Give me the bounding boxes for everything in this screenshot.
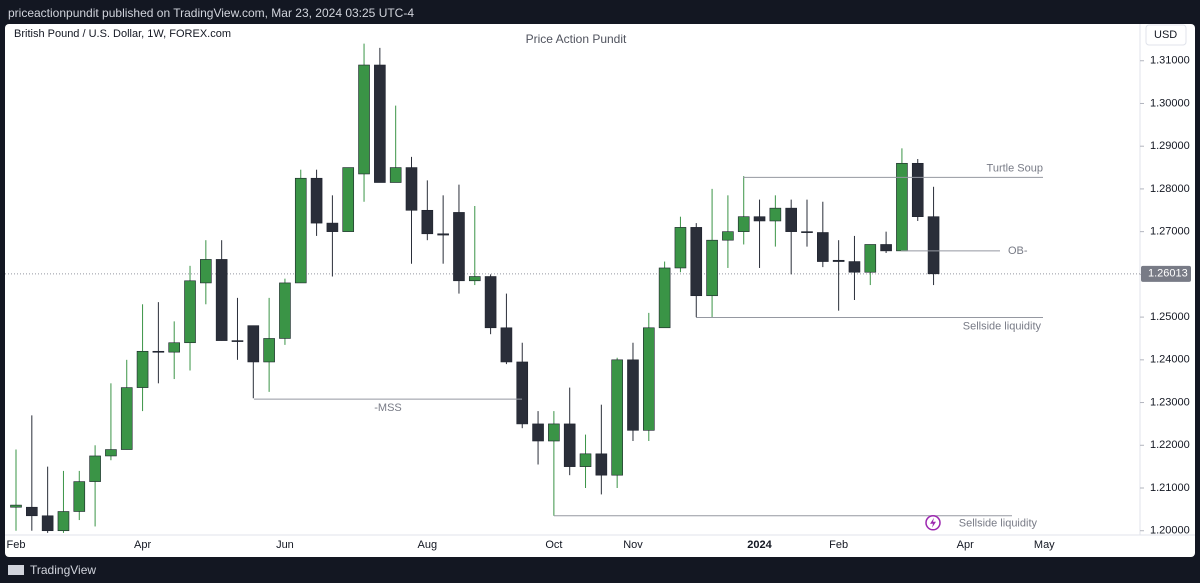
candle-body: [753, 216, 766, 222]
candle-body: [152, 350, 165, 353]
candle-body: [89, 455, 101, 482]
y-tick-label: 1.22000: [1150, 439, 1190, 451]
x-tick-label: Feb: [7, 539, 26, 551]
y-tick-label: 1.27000: [1150, 226, 1190, 238]
candle-body: [453, 212, 465, 282]
candle-body: [57, 511, 70, 532]
candle-body: [105, 449, 117, 457]
candle-body: [832, 259, 845, 262]
candle-body: [801, 231, 813, 233]
x-tick-label: Aug: [418, 539, 438, 551]
y-tick-label: 1.20000: [1150, 525, 1190, 537]
y-tick-label: 1.31000: [1150, 55, 1190, 67]
candle-body: [706, 239, 718, 297]
candle-body: [168, 342, 180, 353]
annotation-label: -MSS: [374, 402, 402, 414]
candle-body: [769, 207, 782, 222]
y-tick-label: 1.30000: [1150, 97, 1190, 109]
candle-body: [294, 177, 307, 284]
alert-icon-bolt: [930, 517, 936, 528]
annotation-label: Turtle Soup: [987, 162, 1043, 174]
candle-body: [279, 282, 291, 339]
candle-body: [548, 423, 560, 442]
candle-body: [737, 216, 750, 232]
candle-body: [73, 481, 86, 512]
candle-body: [500, 327, 513, 363]
candle-body: [310, 177, 323, 224]
candle-body: [342, 167, 355, 232]
candle-body: [817, 232, 829, 262]
candle-body: [468, 276, 481, 282]
x-tick-label: Oct: [545, 539, 562, 551]
chart-title: Price Action Pundit: [526, 32, 627, 46]
candle-body: [326, 222, 339, 232]
publish-info: priceactionpundit published on TradingVi…: [8, 6, 415, 20]
candle-body: [184, 280, 196, 344]
candle-body: [611, 359, 623, 476]
candle-body: [911, 162, 924, 217]
x-tick-label: 2024: [747, 539, 772, 551]
x-tick-label: Apr: [134, 539, 151, 551]
y-tick-label: 1.21000: [1150, 482, 1190, 494]
candle-body: [690, 227, 703, 297]
candle-body: [421, 209, 434, 235]
x-tick-label: Jun: [276, 539, 294, 551]
annotation-label: Sellside liquidity: [963, 320, 1042, 332]
candle-body: [532, 423, 544, 442]
candle-body: [896, 162, 908, 252]
x-tick-label: May: [1034, 539, 1055, 551]
currency[interactable]: USD: [1154, 29, 1177, 41]
candle-body: [247, 325, 260, 363]
candle-body: [563, 423, 576, 467]
candle-body: [880, 244, 892, 252]
candle-body: [231, 340, 244, 342]
tradingview-logo: [8, 565, 24, 575]
candle-body: [864, 244, 877, 273]
candle-body: [595, 453, 608, 476]
candle-body: [263, 338, 275, 363]
y-tick-label: 1.28000: [1150, 183, 1190, 195]
candle-body: [41, 515, 54, 532]
candle-body: [215, 259, 228, 341]
candle-body: [405, 167, 418, 211]
candle-body: [674, 227, 687, 269]
y-tick-label: 1.25000: [1150, 311, 1190, 323]
candle-body: [136, 350, 149, 388]
currency-button[interactable]: [1145, 24, 1187, 46]
x-tick-label: Nov: [623, 539, 643, 551]
last-price-label: 1.26013: [1148, 268, 1188, 280]
candle-body: [120, 387, 133, 450]
candle-body: [658, 267, 671, 329]
x-tick-label: Feb: [829, 539, 848, 551]
candle-body: [927, 216, 940, 275]
candle-body: [374, 64, 386, 183]
candle-body: [200, 259, 212, 284]
candle-body: [26, 506, 38, 517]
candle-body: [627, 359, 639, 431]
annotation-label: OB-: [1008, 245, 1028, 257]
x-tick-label: Apr: [957, 539, 974, 551]
candle-body: [389, 167, 402, 183]
candle-body: [516, 361, 529, 425]
symbol: British Pound / U.S. Dollar, 1W, FOREX.c…: [14, 28, 231, 40]
y-tick-label: 1.23000: [1150, 396, 1190, 408]
candle-body: [484, 276, 497, 329]
y-tick-label: 1.29000: [1150, 140, 1190, 152]
annotation-label: Sellside liquidity: [959, 518, 1038, 530]
y-tick-label: 1.24000: [1150, 354, 1190, 366]
candle-body: [579, 453, 592, 467]
last-price-box: [1141, 265, 1191, 282]
candle-body: [358, 64, 370, 175]
candle-body: [437, 233, 449, 236]
candle-body: [722, 231, 734, 241]
candle-body: [848, 261, 861, 273]
footer-brand: TradingView: [30, 563, 97, 577]
chart-background: [5, 24, 1195, 557]
candle-body: [785, 207, 797, 232]
candle-body: [10, 504, 22, 508]
candle-body: [642, 327, 655, 431]
